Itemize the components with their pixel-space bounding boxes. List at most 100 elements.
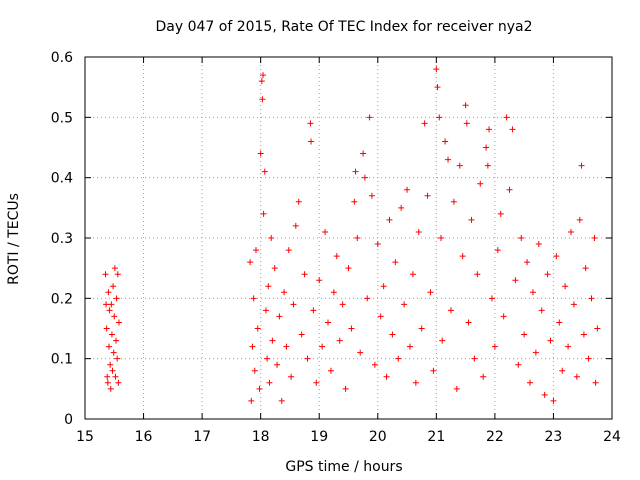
data-point <box>274 361 281 368</box>
data-point <box>424 192 431 199</box>
data-point <box>110 349 117 356</box>
data-point <box>491 343 498 350</box>
data-point <box>357 349 364 356</box>
x-tick-label: 20 <box>369 429 387 445</box>
data-point <box>259 96 266 103</box>
data-points <box>102 66 601 404</box>
data-point <box>527 379 534 386</box>
data-point <box>104 379 111 386</box>
data-point <box>550 397 557 404</box>
y-axis-label: ROTI / TECUs <box>6 193 22 285</box>
data-point <box>256 385 263 392</box>
data-point <box>360 150 367 157</box>
data-point <box>392 259 399 266</box>
x-tick-label: 21 <box>427 429 445 445</box>
data-point <box>361 174 368 181</box>
data-point <box>252 247 259 254</box>
data-point <box>503 114 510 121</box>
data-point <box>374 241 381 248</box>
data-point <box>288 373 295 380</box>
data-point <box>477 180 484 187</box>
data-point <box>115 379 122 386</box>
data-point <box>465 319 472 326</box>
data-point <box>565 343 572 350</box>
data-point <box>418 325 425 332</box>
data-point <box>538 307 545 314</box>
data-point <box>307 120 314 127</box>
data-point <box>103 325 110 332</box>
x-tick-label: 15 <box>76 429 94 445</box>
data-point <box>474 271 481 278</box>
data-point <box>108 301 115 308</box>
data-point <box>573 373 580 380</box>
data-point <box>111 265 118 272</box>
y-tick-label: 0.3 <box>51 231 73 247</box>
data-point <box>310 307 317 314</box>
data-point <box>386 216 393 223</box>
data-point <box>106 343 113 350</box>
data-point <box>421 120 428 127</box>
data-point <box>591 235 598 241</box>
x-axis-label: GPS time / hours <box>285 459 402 475</box>
data-point <box>313 379 320 386</box>
data-point <box>278 397 285 404</box>
data-point <box>322 228 329 235</box>
x-axis: 15 16 17 18 19 20 21 22 23 24 <box>76 57 621 445</box>
data-point <box>494 247 501 254</box>
data-point <box>354 235 361 241</box>
data-point <box>260 72 267 79</box>
data-point <box>308 138 315 145</box>
data-point <box>342 385 349 392</box>
data-point <box>112 373 119 380</box>
data-point <box>578 162 585 169</box>
data-point <box>562 283 569 290</box>
data-point <box>515 361 522 368</box>
data-point <box>110 283 117 290</box>
y-tick-label: 0.6 <box>51 50 73 66</box>
data-point <box>104 373 111 380</box>
data-point <box>556 319 563 326</box>
data-point <box>521 331 528 338</box>
data-point <box>434 84 441 91</box>
x-tick-label: 17 <box>193 429 211 445</box>
data-point <box>271 265 278 272</box>
data-point <box>401 301 408 308</box>
data-point <box>264 355 271 362</box>
data-point <box>406 343 413 350</box>
data-point <box>266 379 273 386</box>
data-point <box>439 337 446 344</box>
data-point <box>512 277 519 284</box>
data-point <box>295 198 302 205</box>
data-point <box>325 319 332 326</box>
data-point <box>247 259 254 266</box>
data-point <box>105 289 112 296</box>
data-point <box>500 313 507 320</box>
data-point <box>576 216 583 223</box>
data-point <box>568 228 575 235</box>
data-point <box>433 66 440 73</box>
data-point <box>366 114 373 121</box>
data-point <box>430 367 437 374</box>
data-point <box>265 283 272 290</box>
data-point <box>412 379 419 386</box>
data-point <box>269 337 276 344</box>
data-point <box>588 295 595 302</box>
data-point <box>488 295 495 302</box>
x-tick-label: 18 <box>252 429 270 445</box>
data-point <box>398 204 405 211</box>
data-point <box>281 289 288 296</box>
data-point <box>109 367 116 374</box>
data-point <box>450 198 457 205</box>
y-tick-label: 0 <box>64 412 73 428</box>
data-point <box>268 235 275 241</box>
data-point <box>113 295 120 302</box>
data-point <box>290 301 297 308</box>
data-point <box>283 343 290 350</box>
plot-frame <box>84 56 613 420</box>
data-point <box>592 379 599 386</box>
data-point <box>380 283 387 290</box>
data-point <box>463 120 470 127</box>
data-point <box>301 271 308 278</box>
data-point <box>484 162 491 169</box>
